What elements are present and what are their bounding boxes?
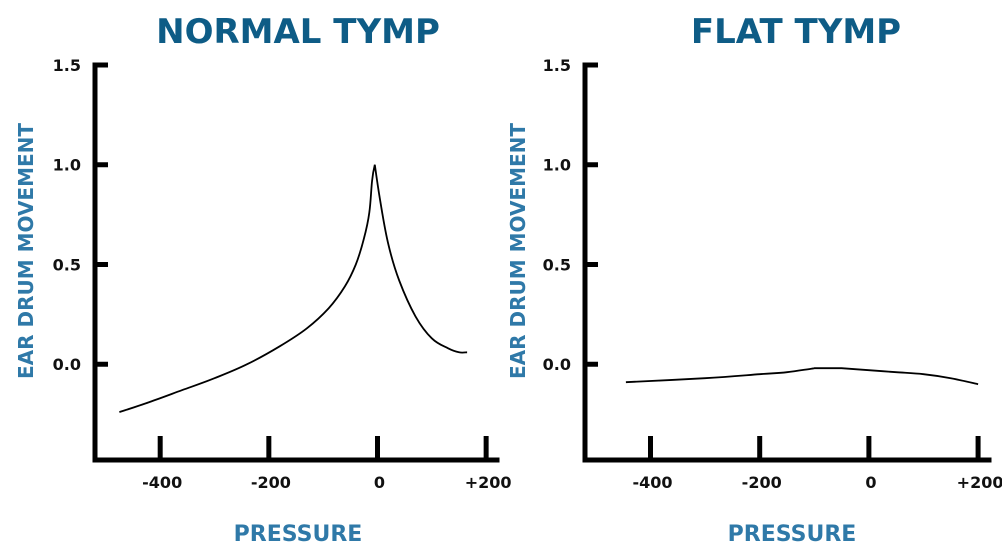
chart-title: NORMAL TYMP: [156, 12, 440, 52]
chart-marks: 1.5 1.0 0.5 0.0 -400 -200 0 +200: [53, 56, 512, 492]
y-tick-label: 0.0: [543, 355, 571, 374]
y-tick-label: 0.0: [53, 355, 81, 374]
y-tick-label: 0.5: [543, 255, 571, 274]
x-axis-label: PRESSURE: [234, 522, 363, 545]
series-line: [119, 164, 468, 413]
y-tick-label: 1.5: [543, 56, 571, 75]
x-tick-label: -200: [742, 473, 782, 492]
y-axis-label: EAR DRUM MOVEMENT: [14, 123, 38, 379]
y-tick-label: 1.5: [53, 56, 81, 75]
x-tick-label: 0: [865, 473, 876, 492]
x-tick-label: -200: [251, 473, 291, 492]
y-tick-label: 1.0: [53, 156, 81, 175]
normal-tymp-plot: NORMAL TYMP EAR DRUM MOVEMENT PRESSURE 1…: [14, 12, 512, 545]
axis-lines: [582, 62, 992, 463]
x-tick-label: -400: [142, 473, 182, 492]
flat-tymp-plot: FLAT TYMP EAR DRUM MOVEMENT PRESSURE 1.5…: [506, 12, 1002, 545]
normal-tymp-chart: NORMAL TYMP EAR DRUM MOVEMENT PRESSURE 1…: [14, 12, 512, 545]
series-line: [625, 367, 979, 386]
axis-lines: [92, 62, 500, 463]
x-tick-label: +200: [465, 473, 512, 492]
y-axis-label: EAR DRUM MOVEMENT: [506, 123, 530, 379]
y-tick-label: 0.5: [53, 255, 81, 274]
x-tick-label: -400: [632, 473, 672, 492]
x-tick-label: +200: [957, 473, 1002, 492]
x-tick-label: 0: [374, 473, 385, 492]
chart-marks: 1.5 1.0 0.5 0.0 -400 -200 0 +200: [543, 56, 1002, 492]
chart-title: FLAT TYMP: [691, 12, 901, 52]
y-tick-label: 1.0: [543, 156, 571, 175]
x-axis-label: PRESSURE: [728, 522, 857, 545]
flat-tymp-chart: FLAT TYMP EAR DRUM MOVEMENT PRESSURE 1.5…: [492, 0, 1002, 545]
